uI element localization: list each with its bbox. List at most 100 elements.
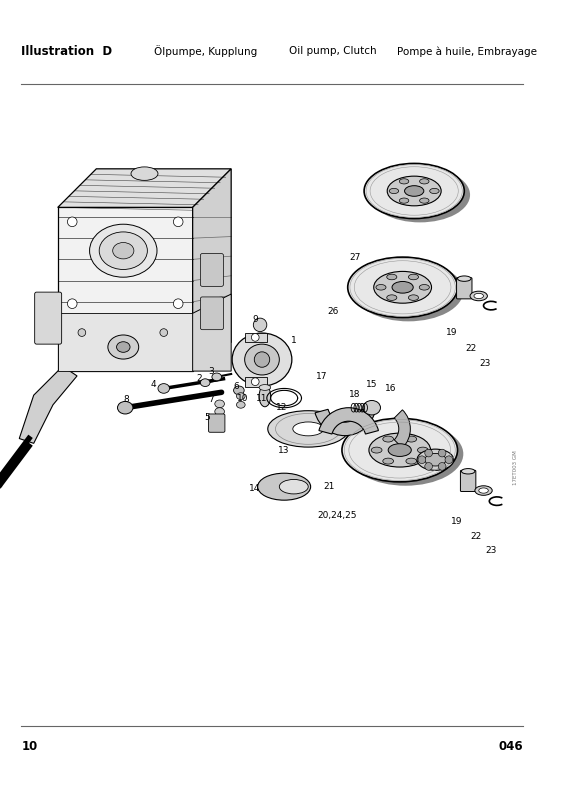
Polygon shape — [193, 294, 231, 371]
Polygon shape — [58, 314, 193, 371]
Wedge shape — [394, 410, 410, 448]
Text: 15: 15 — [366, 380, 377, 389]
Ellipse shape — [369, 433, 431, 467]
Polygon shape — [193, 169, 231, 371]
Ellipse shape — [425, 454, 446, 466]
Text: 17: 17 — [316, 372, 328, 382]
Ellipse shape — [354, 261, 463, 322]
Circle shape — [438, 449, 446, 457]
Circle shape — [438, 462, 446, 470]
Polygon shape — [58, 169, 231, 207]
Ellipse shape — [392, 282, 413, 293]
Circle shape — [67, 299, 77, 309]
Ellipse shape — [373, 271, 432, 303]
Ellipse shape — [386, 295, 397, 301]
Ellipse shape — [212, 373, 221, 381]
Ellipse shape — [364, 163, 464, 218]
Ellipse shape — [406, 458, 417, 464]
Ellipse shape — [215, 400, 224, 408]
Ellipse shape — [158, 384, 170, 394]
Ellipse shape — [470, 291, 488, 301]
Ellipse shape — [237, 393, 245, 399]
Text: 7: 7 — [208, 395, 214, 405]
Text: 20,24,25: 20,24,25 — [317, 511, 357, 520]
Text: 17ET003 GM: 17ET003 GM — [513, 450, 518, 485]
Ellipse shape — [388, 444, 411, 457]
FancyBboxPatch shape — [34, 292, 62, 344]
Ellipse shape — [406, 436, 417, 442]
Ellipse shape — [399, 178, 409, 184]
Ellipse shape — [259, 386, 271, 406]
Ellipse shape — [420, 198, 429, 203]
FancyBboxPatch shape — [208, 414, 225, 432]
FancyBboxPatch shape — [457, 278, 472, 299]
Ellipse shape — [118, 402, 133, 414]
FancyBboxPatch shape — [460, 470, 476, 491]
Wedge shape — [315, 410, 375, 436]
Ellipse shape — [408, 295, 419, 301]
Text: 10: 10 — [237, 394, 249, 402]
Ellipse shape — [201, 379, 210, 386]
Text: 5: 5 — [204, 413, 210, 422]
Ellipse shape — [479, 488, 488, 493]
Ellipse shape — [232, 333, 292, 386]
Text: Oil pump, Clutch: Oil pump, Clutch — [289, 46, 377, 56]
Circle shape — [160, 329, 168, 337]
Ellipse shape — [131, 167, 158, 180]
Ellipse shape — [279, 479, 308, 494]
Ellipse shape — [363, 401, 380, 415]
Text: 3: 3 — [208, 366, 214, 376]
Text: 22: 22 — [470, 532, 481, 542]
Text: 14: 14 — [249, 484, 260, 493]
Circle shape — [254, 352, 270, 367]
Circle shape — [445, 456, 453, 463]
FancyBboxPatch shape — [201, 297, 224, 330]
Ellipse shape — [474, 294, 484, 298]
Circle shape — [78, 329, 86, 337]
Ellipse shape — [417, 449, 454, 470]
Text: 2: 2 — [197, 374, 202, 383]
Ellipse shape — [387, 176, 441, 206]
Text: 11: 11 — [256, 394, 268, 402]
Ellipse shape — [245, 344, 279, 375]
Text: 21: 21 — [324, 482, 335, 491]
Text: 16: 16 — [385, 384, 397, 393]
Text: 9: 9 — [253, 314, 258, 323]
Text: 26: 26 — [328, 307, 339, 316]
Ellipse shape — [475, 486, 492, 495]
Text: 13: 13 — [277, 446, 289, 454]
Polygon shape — [245, 333, 267, 342]
Polygon shape — [19, 366, 77, 443]
Ellipse shape — [430, 188, 439, 194]
Circle shape — [173, 299, 183, 309]
Ellipse shape — [408, 274, 419, 280]
Ellipse shape — [399, 198, 409, 203]
Ellipse shape — [112, 242, 134, 259]
Ellipse shape — [293, 422, 324, 436]
Text: 23: 23 — [485, 546, 497, 554]
Circle shape — [67, 217, 77, 226]
Circle shape — [251, 378, 259, 386]
Ellipse shape — [371, 447, 382, 453]
Ellipse shape — [258, 474, 311, 500]
Text: Ölpumpe, Kupplung: Ölpumpe, Kupplung — [154, 46, 258, 58]
Ellipse shape — [383, 458, 394, 464]
Text: 12: 12 — [276, 403, 287, 412]
Text: 18: 18 — [349, 390, 360, 398]
FancyBboxPatch shape — [201, 254, 224, 286]
Text: 10: 10 — [21, 740, 37, 754]
Ellipse shape — [90, 224, 157, 277]
Ellipse shape — [405, 186, 424, 196]
Polygon shape — [58, 207, 193, 371]
Ellipse shape — [419, 285, 429, 290]
Ellipse shape — [215, 408, 224, 415]
Text: 23: 23 — [480, 359, 491, 368]
Ellipse shape — [370, 167, 470, 222]
Text: 046: 046 — [498, 740, 523, 754]
Polygon shape — [245, 377, 267, 386]
Circle shape — [425, 462, 432, 470]
Ellipse shape — [342, 418, 458, 482]
Text: 8: 8 — [123, 395, 129, 405]
Ellipse shape — [420, 178, 429, 184]
Circle shape — [251, 334, 259, 342]
